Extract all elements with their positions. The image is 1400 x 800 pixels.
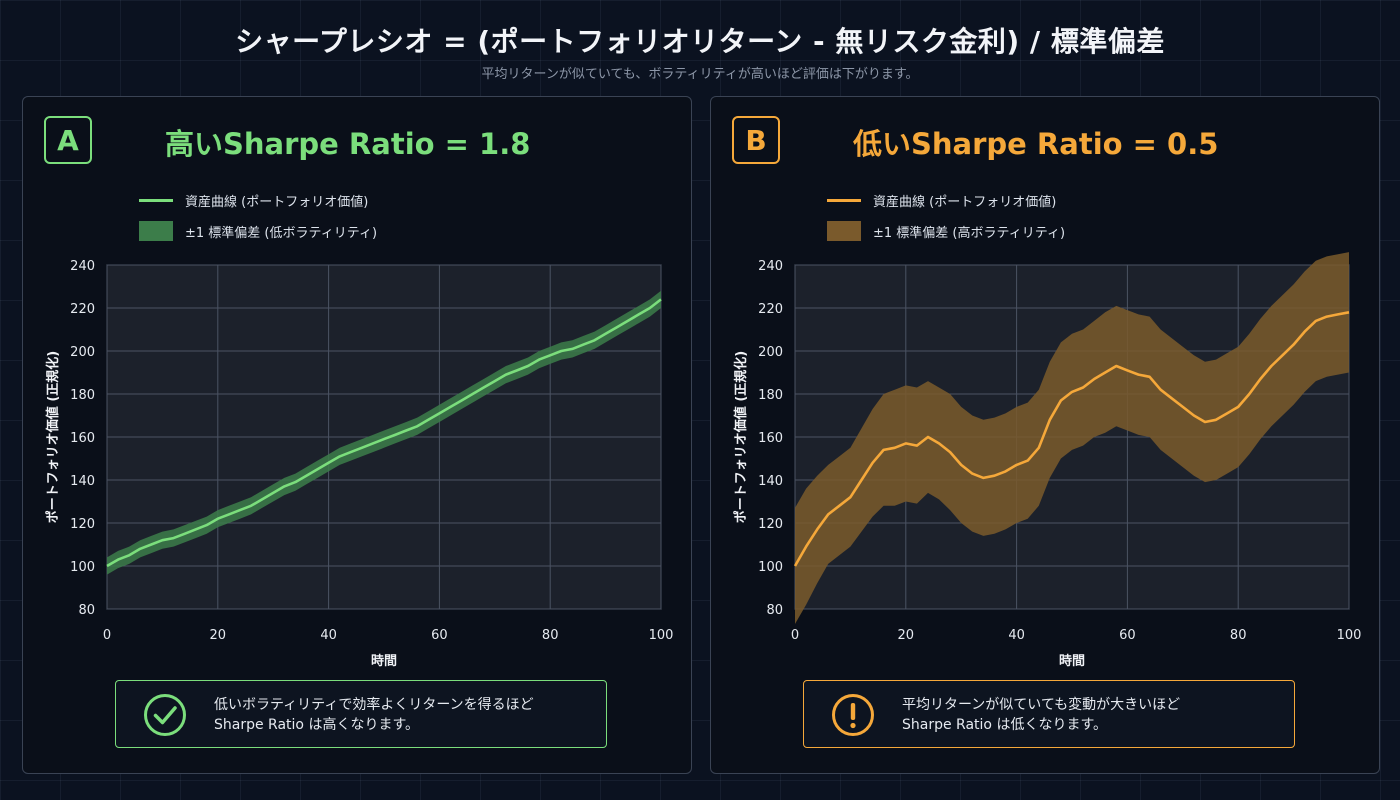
legend-band-label: ±1 標準偏差 (低ボラティリティ) xyxy=(185,225,378,241)
y-tick-label: 180 xyxy=(758,388,783,403)
x-axis-label: 時間 xyxy=(1059,653,1085,669)
callout-line-2: Sharpe Ratio は低くなります。 xyxy=(902,717,1108,733)
legend-line-label: 資産曲線 (ポートフォリオ価値) xyxy=(185,195,369,210)
x-tick-label: 80 xyxy=(1230,628,1247,643)
callout-text: 低いボラティリティで効率よくリターンを得るほど Sharpe Ratio は高く… xyxy=(214,695,534,735)
callout-line-1: 平均リターンが似ていても変動が大きいほど xyxy=(902,697,1181,713)
x-tick-label: 40 xyxy=(320,628,337,643)
y-tick-label: 140 xyxy=(758,474,783,489)
panel-title: 低いSharpe Ratio = 0.5 xyxy=(853,127,1219,161)
legend-band-label: ±1 標準偏差 (高ボラティリティ) xyxy=(873,225,1066,241)
y-tick-label: 160 xyxy=(70,431,95,446)
callout-box: 平均リターンが似ていても変動が大きいほど Sharpe Ratio は低くなりま… xyxy=(803,680,1295,748)
y-tick-label: 180 xyxy=(70,388,95,403)
callout-line-1: 低いボラティリティで効率よくリターンを得るほど xyxy=(214,697,534,713)
callout-line-2: Sharpe Ratio は高くなります。 xyxy=(214,717,420,733)
y-tick-label: 80 xyxy=(78,603,95,618)
chart-panel-a: A 高いSharpe Ratio = 1.8 資産曲線 (ポートフォリオ価値) … xyxy=(22,96,692,774)
callout-text: 平均リターンが似ていても変動が大きいほど Sharpe Ratio は低くなりま… xyxy=(902,695,1180,735)
x-axis-label: 時間 xyxy=(371,653,397,669)
y-tick-label: 100 xyxy=(70,560,95,575)
legend-line-label: 資産曲線 (ポートフォリオ価値) xyxy=(873,195,1057,210)
x-tick-label: 0 xyxy=(791,628,799,643)
y-tick-label: 220 xyxy=(758,302,783,317)
x-tick-label: 0 xyxy=(103,628,111,643)
callout-box: 低いボラティリティで効率よくリターンを得るほど Sharpe Ratio は高く… xyxy=(115,680,607,748)
y-tick-label: 140 xyxy=(70,474,95,489)
y-axis-label: ポートフォリオ価値 (正規化) xyxy=(45,351,61,523)
std-band xyxy=(795,252,1349,624)
legend-item-band: ±1 標準偏差 (高ボラティリティ) xyxy=(827,221,1065,241)
y-axis-label: ポートフォリオ価値 (正規化) xyxy=(733,351,749,523)
y-tick-label: 120 xyxy=(758,517,783,532)
legend-item-line: 資産曲線 (ポートフォリオ価値) xyxy=(827,191,1056,210)
page-subtitle: 平均リターンが似ていても、ボラティリティが高いほど評価は下がります。 xyxy=(481,67,919,82)
exclamation-circle-icon xyxy=(832,694,874,736)
panel-badge: A xyxy=(44,116,92,164)
x-tick-label: 60 xyxy=(431,628,448,643)
legend-line-swatch xyxy=(139,199,173,202)
x-tick-label: 100 xyxy=(649,628,674,643)
x-tick-label: 80 xyxy=(542,628,559,643)
legend-band-swatch xyxy=(827,221,861,241)
x-tick-label: 20 xyxy=(898,628,915,643)
check-circle-icon xyxy=(144,694,186,736)
y-tick-label: 200 xyxy=(758,345,783,360)
std-band xyxy=(107,290,661,575)
chart-area: 0 20 40 60 80 100 80 100 120 140 160 180 200 220 240 時間… xyxy=(45,259,674,669)
y-tick-label: 200 xyxy=(70,345,95,360)
legend-item-line: 資産曲線 (ポートフォリオ価値) xyxy=(139,191,368,210)
y-tick-label: 160 xyxy=(758,431,783,446)
panel-title: 高いSharpe Ratio = 1.8 xyxy=(165,127,531,161)
legend-line-swatch xyxy=(827,199,861,202)
y-tick-label: 80 xyxy=(766,603,783,618)
legend-band-swatch xyxy=(139,221,173,241)
y-tick-label: 220 xyxy=(70,302,95,317)
x-tick-label: 40 xyxy=(1008,628,1025,643)
series-line xyxy=(793,311,1350,567)
chart-panel-b: B 低いSharpe Ratio = 0.5 資産曲線 (ポートフォリオ価値) … xyxy=(710,96,1380,774)
y-tick-label: 120 xyxy=(70,517,95,532)
page-title: シャープレシオ = (ポートフォリオリターン - 無リスク金利) / 標準偏差 xyxy=(235,25,1165,58)
x-tick-label: 100 xyxy=(1337,628,1362,643)
y-tick-label: 240 xyxy=(758,259,783,274)
series-line xyxy=(106,298,662,568)
chart-area: 0 20 40 60 80 100 80 100 120 140 160 180 200 220 240 時間… xyxy=(733,252,1362,669)
x-tick-label: 60 xyxy=(1119,628,1136,643)
y-tick-label: 100 xyxy=(758,560,783,575)
panel-badge: B xyxy=(732,116,780,164)
y-tick-label: 240 xyxy=(70,259,95,274)
legend-item-band: ±1 標準偏差 (低ボラティリティ) xyxy=(139,221,377,241)
x-tick-label: 20 xyxy=(210,628,227,643)
